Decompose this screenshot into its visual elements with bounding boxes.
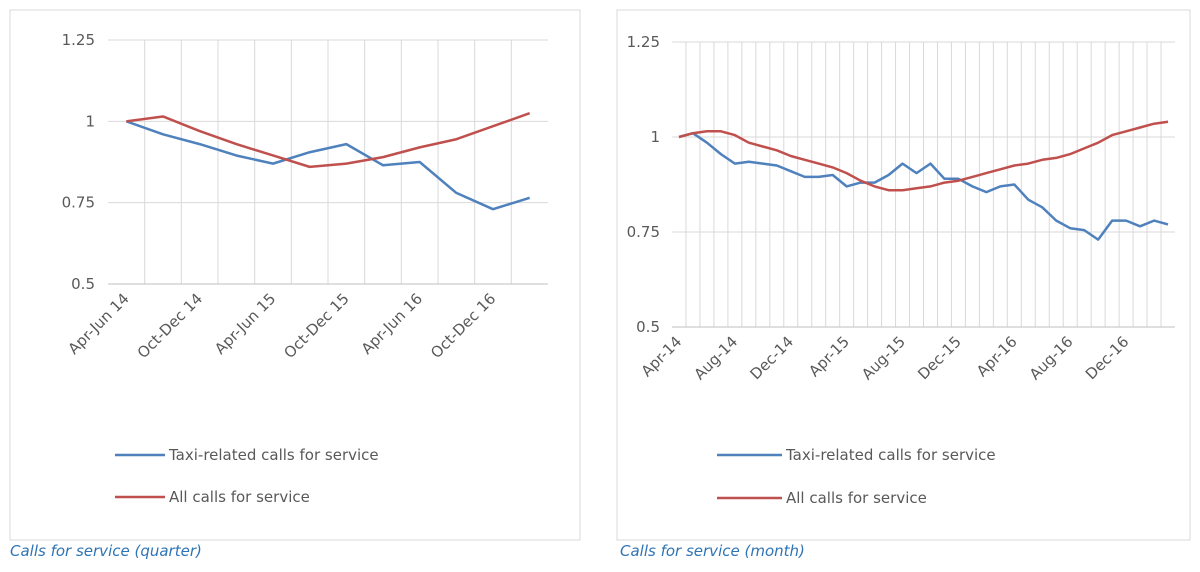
series-line	[678, 131, 1169, 241]
caption: Calls for service (month)	[620, 542, 805, 560]
series-line	[678, 120, 1169, 192]
caption: Calls for service (quarter)	[10, 542, 202, 560]
legend-label: Taxi-related calls for service	[785, 446, 996, 464]
legend-label: Taxi-related calls for service	[168, 446, 379, 464]
y-tick-label: 0.5	[71, 275, 95, 293]
y-tick-label: 0.5	[636, 318, 660, 336]
chart-frame	[9, 9, 581, 541]
chart-frame	[616, 9, 1191, 541]
y-tick-label: 1	[650, 128, 660, 146]
series-line	[125, 120, 531, 211]
y-tick-label: 1.25	[627, 33, 660, 51]
legend-label: All calls for service	[786, 489, 927, 507]
y-tick-label: 1	[85, 112, 95, 130]
series-line	[126, 112, 531, 169]
y-tick-label: 0.75	[627, 223, 660, 241]
y-tick-label: 1.25	[62, 31, 95, 49]
y-tick-label: 0.75	[62, 194, 95, 212]
legend-label: All calls for service	[169, 488, 310, 506]
